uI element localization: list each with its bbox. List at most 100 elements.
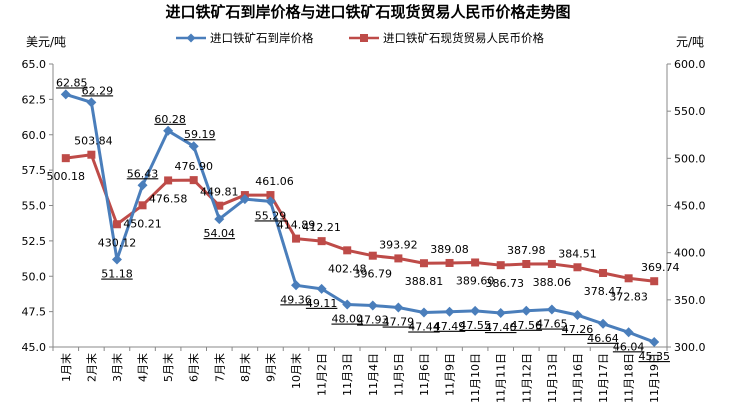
- right-tick-label: 500.0: [674, 152, 706, 165]
- data-label-rmb-price: 369.74: [641, 261, 680, 274]
- marker-rmb-price: [87, 150, 96, 159]
- data-label-rmb-price: 386.73: [485, 277, 524, 290]
- marker-rmb-price: [419, 259, 428, 268]
- data-label-rmb-price: 476.90: [174, 160, 213, 173]
- marker-rmb-price: [599, 268, 608, 277]
- data-label-rmb-price: 476.58: [149, 192, 188, 205]
- legend-item-series-1: 进口铁矿石到岸价格: [176, 31, 314, 45]
- marker-rmb-price: [445, 258, 454, 267]
- data-label-cif-price: 51.18: [101, 268, 133, 281]
- data-label-cif-price: 62.85: [56, 76, 88, 89]
- marker-cif-price: [60, 89, 71, 100]
- left-tick-label: 55.0: [22, 200, 47, 213]
- data-label-rmb-price: 461.06: [255, 175, 294, 188]
- data-label-rmb-price: 387.98: [507, 244, 546, 257]
- marker-cif-price: [649, 337, 660, 348]
- data-label-rmb-price: 384.51: [558, 247, 597, 260]
- data-label-cif-price: 59.19: [184, 128, 216, 141]
- marker-rmb-price: [471, 258, 480, 267]
- x-tick-label: 11月9日: [444, 353, 457, 396]
- data-label-cif-price: 47.55: [459, 319, 491, 332]
- marker-rmb-price: [112, 220, 121, 229]
- data-label-cif-price: 60.28: [154, 113, 186, 126]
- data-label-cif-price: 47.40: [485, 321, 517, 334]
- data-label-rmb-price: 396.79: [354, 268, 393, 281]
- left-axis-unit: 美元/吨: [26, 35, 66, 49]
- left-tick-label: 62.5: [22, 93, 47, 106]
- x-tick-label: 11月10日: [469, 353, 482, 403]
- data-label-rmb-price: 393.92: [379, 238, 418, 251]
- marker-rmb-price: [317, 237, 326, 246]
- x-tick-label: 11月5日: [392, 353, 405, 396]
- right-tick-label: 300.0: [674, 341, 706, 354]
- data-label-cif-price: 46.04: [613, 340, 645, 353]
- data-label-rmb-price: 388.06: [533, 276, 572, 289]
- marker-cif-price: [137, 180, 148, 191]
- data-label-cif-price: 47.93: [357, 314, 389, 327]
- marker-rmb-price: [266, 191, 275, 200]
- marker-cif-price: [393, 302, 404, 313]
- data-label-cif-price: 45.35: [638, 350, 670, 363]
- right-tick-label: 600.0: [674, 58, 706, 71]
- x-tick-label: 11月17日: [597, 353, 610, 403]
- x-tick-label: 11月16日: [571, 353, 584, 403]
- data-label-rmb-price: 412.21: [302, 221, 341, 234]
- left-tick-label: 45.0: [22, 341, 47, 354]
- marker-cif-price: [521, 305, 532, 316]
- axes: 45.0 47.5 50.0 52.5 55.0 57.5 60.0 62.5 65.0 300.…: [22, 58, 706, 403]
- left-tick-label: 47.5: [22, 306, 47, 319]
- x-tick-label: 11月18日: [623, 353, 636, 403]
- data-label-cif-price: 56.43: [127, 167, 159, 180]
- marker-rmb-price: [343, 246, 352, 255]
- series-line-cif-price: [65, 92, 655, 344]
- x-tick-label: 8月末: [238, 353, 252, 382]
- data-label-cif-price: 47.26: [562, 323, 594, 336]
- x-tick-label: 7月末: [212, 353, 226, 382]
- left-tick-label: 60.0: [22, 129, 47, 142]
- data-label-cif-price: 62.29: [82, 84, 114, 97]
- right-tick-label: 550.0: [674, 105, 706, 118]
- series-line-rmb-price: [65, 153, 655, 283]
- x-tick-label: 1月末: [59, 353, 73, 382]
- x-tick-label: 11月3日: [341, 353, 354, 396]
- chart-title: 进口铁矿石到岸价格与进口铁矿石现货贸易人民币价格走势图: [165, 3, 570, 21]
- marker-cif-price: [316, 283, 327, 294]
- x-tick-label: 11月2日: [316, 353, 329, 396]
- data-label-cif-price: 46.64: [587, 332, 619, 345]
- marker-rmb-price: [522, 260, 531, 269]
- data-label-cif-price: 47.44: [408, 320, 440, 333]
- marker-cif-price: [239, 194, 250, 205]
- x-tick-label: 2月末: [84, 353, 98, 382]
- marker-rmb-price: [394, 254, 403, 263]
- data-label-rmb-price: 449.81: [200, 186, 239, 199]
- right-tick-label: 350.0: [674, 294, 706, 307]
- x-tick-label: 11月12日: [520, 353, 533, 403]
- marker-cif-price: [470, 305, 481, 316]
- marker-rmb-price: [138, 201, 147, 210]
- marker-cif-price: [342, 299, 353, 310]
- marker-cif-price: [546, 304, 557, 315]
- data-label-cif-price: 47.65: [536, 318, 568, 331]
- data-label-cif-price: 49.36: [280, 293, 312, 306]
- marker-cif-price: [265, 196, 276, 207]
- left-tick-label: 57.5: [22, 164, 47, 177]
- marker-cif-price: [495, 308, 506, 319]
- x-tick-label: 5月末: [161, 353, 175, 382]
- data-label-cif-price: 49.11: [306, 297, 338, 310]
- marker-cif-price: [163, 125, 174, 136]
- legend-label-series-1: 进口铁矿石到岸价格: [210, 31, 314, 45]
- marker-rmb-price: [650, 277, 659, 286]
- data-label-rmb-price: 389.08: [430, 243, 469, 256]
- data-label-rmb-price: 450.21: [123, 217, 162, 230]
- data-label-rmb-price: 500.18: [47, 170, 86, 183]
- series-layer: [60, 89, 660, 348]
- marker-cif-price: [598, 318, 609, 329]
- data-label-cif-price: 47.79: [383, 316, 415, 329]
- left-tick-label: 50.0: [22, 270, 47, 283]
- data-label-rmb-price: 414.89: [277, 219, 316, 232]
- marker-rmb-price: [573, 263, 582, 272]
- legend-label-series-2: 进口铁矿石现货贸易人民币价格: [383, 31, 544, 45]
- marker-cif-price: [444, 306, 455, 317]
